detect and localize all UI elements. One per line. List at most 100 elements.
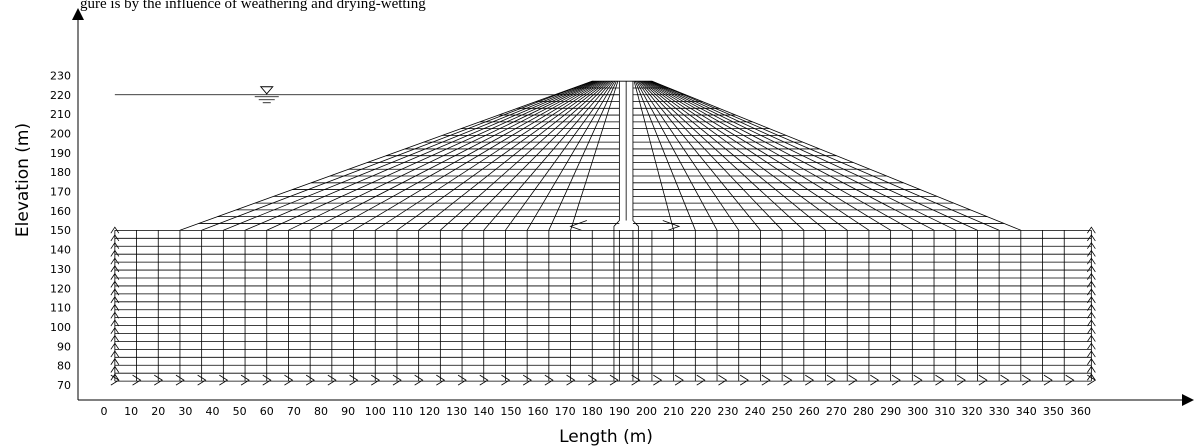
pin-support: [544, 374, 554, 386]
mesh-line: [645, 80, 891, 231]
x-axis-arrow: [1182, 394, 1194, 406]
roller-support: [1087, 288, 1096, 296]
roller-support: [1087, 249, 1096, 257]
roller-support: [110, 365, 120, 373]
pin-support: [870, 374, 880, 386]
x-tick-label: 230: [717, 405, 738, 418]
roller-support: [110, 249, 120, 257]
pin-support: [783, 374, 793, 386]
pin-support: [392, 374, 402, 386]
y-tick-label: 140: [50, 244, 71, 257]
pin-support: [913, 374, 923, 386]
y-axis-ticks: 70 80 90 100 110 120 130 140 150 160 170 180 190 200 2…: [50, 69, 71, 392]
pin-support: [457, 374, 467, 386]
pin-support: [609, 374, 619, 386]
y-tick-label: 180: [50, 166, 71, 179]
roller-support: [1087, 272, 1096, 280]
x-tick-label: 80: [314, 405, 328, 418]
mesh-line: [244, 80, 596, 231]
x-axis-ticks: 0 10 20 30 40 50 60 70 80 90 100 110 120 130 140 150 160…: [101, 405, 1092, 418]
mesh-line: [640, 80, 805, 231]
pin-support: [761, 374, 771, 386]
mesh-line: [633, 81, 675, 231]
pin-support: [132, 374, 142, 386]
pin-support: [501, 374, 511, 386]
roller-support: [1087, 358, 1096, 366]
x-tick-label: 340: [1016, 405, 1037, 418]
x-axis-label: Length (m): [559, 427, 653, 447]
filter-line: [569, 220, 587, 231]
roller-support: [1087, 342, 1096, 350]
mesh-line: [266, 80, 597, 231]
mesh-line: [644, 80, 870, 231]
x-tick-label: 20: [151, 405, 165, 418]
x-tick-label: 300: [907, 405, 928, 418]
mesh-line: [548, 81, 617, 231]
pin-support: [739, 374, 749, 386]
x-tick-label: 240: [745, 405, 766, 418]
x-tick-label: 90: [341, 405, 355, 418]
roller-support: [110, 272, 120, 280]
x-tick-label: 110: [392, 405, 413, 418]
pin-support: [935, 374, 945, 386]
x-tick-label: 170: [555, 405, 576, 418]
x-tick-label: 180: [582, 405, 603, 418]
y-tick-label: 170: [50, 186, 71, 199]
roller-support: [110, 296, 120, 304]
pin-support: [826, 374, 836, 386]
roller-support: [1087, 257, 1096, 265]
x-tick-label: 260: [799, 405, 820, 418]
mesh-line: [639, 80, 783, 231]
roller-support: [1087, 373, 1096, 381]
mesh-line: [396, 80, 607, 231]
roller-support: [110, 350, 120, 358]
y-tick-label: 80: [57, 360, 71, 373]
pin-support: [197, 374, 207, 386]
roller-support: [1087, 327, 1096, 335]
y-tick-label: 110: [50, 302, 71, 315]
mesh-line: [648, 80, 935, 231]
x-tick-label: 210: [663, 405, 684, 418]
mesh-line: [353, 80, 604, 231]
pin-support: [436, 374, 446, 386]
pin-support: [718, 374, 728, 386]
pin-support: [848, 374, 858, 386]
y-tick-label: 70: [57, 379, 71, 392]
roller-support: [1087, 334, 1096, 342]
mesh-line: [223, 80, 594, 231]
roller-support: [1087, 350, 1096, 358]
filter-line: [662, 220, 681, 231]
mesh-line: [483, 80, 613, 231]
reservoir-water-level: [114, 86, 620, 104]
y-axis-label: Elevation (m): [13, 123, 33, 237]
x-tick-label: 270: [826, 405, 847, 418]
roller-support: [110, 319, 120, 327]
pin-support: [522, 374, 532, 386]
mesh-line: [570, 81, 619, 231]
y-tick-label: 190: [50, 147, 71, 160]
mesh-line: [375, 80, 605, 231]
roller-support: [1087, 303, 1096, 311]
x-tick-label: 60: [260, 405, 274, 418]
y-tick-label: 210: [50, 108, 71, 121]
x-tick-label: 70: [287, 405, 301, 418]
pin-support: [284, 374, 294, 386]
roller-support: [110, 334, 120, 342]
pin-support: [1065, 374, 1075, 386]
pin-support: [696, 374, 706, 386]
y-tick-label: 230: [50, 69, 71, 82]
mesh-line: [646, 80, 913, 231]
roller-support: [110, 358, 120, 366]
x-tick-label: 200: [636, 405, 657, 418]
x-tick-label: 360: [1070, 405, 1091, 418]
x-tick-label: 190: [609, 405, 630, 418]
pin-support: [371, 374, 381, 386]
y-tick-label: 130: [50, 263, 71, 276]
mesh-line: [637, 80, 740, 231]
mesh-line: [526, 81, 616, 231]
x-tick-label: 30: [178, 405, 192, 418]
pin-support: [891, 374, 901, 386]
roller-support: [1087, 280, 1096, 288]
x-tick-label: 120: [419, 405, 440, 418]
x-tick-label: 160: [528, 405, 549, 418]
